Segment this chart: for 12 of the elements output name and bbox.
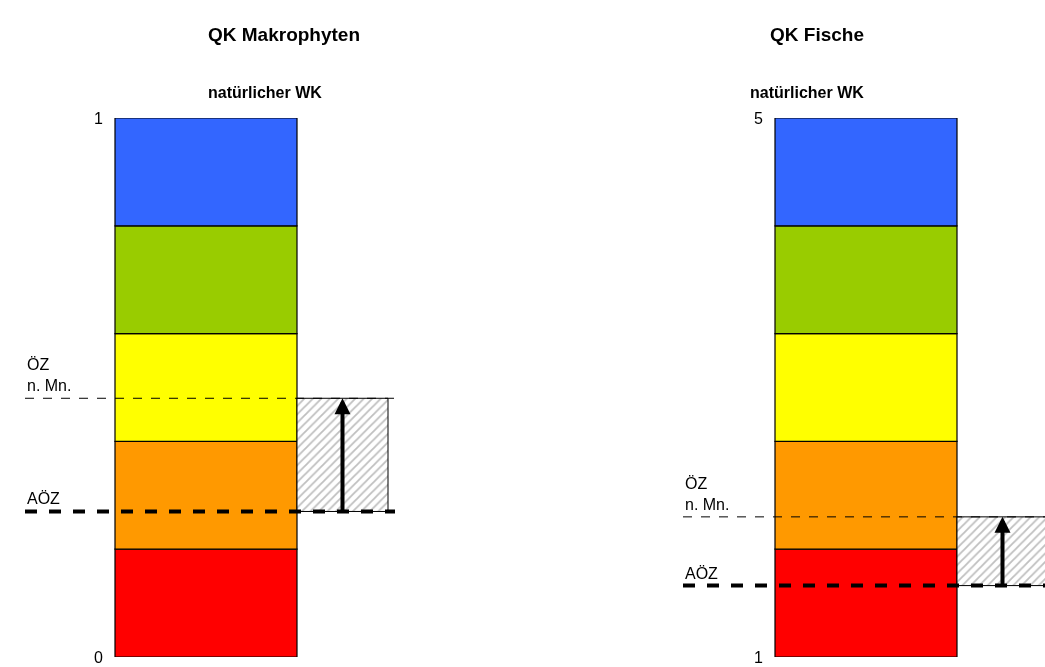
ref-line-label: ÖZ n. Mn. [27,356,72,394]
y-tick-label: 1 [754,648,764,666]
ref-line-label: AÖZ [27,490,61,507]
y-tick-label: 1 [94,109,104,127]
y-tick-label: 5 [754,109,764,127]
ref-line-label: AÖZ [685,565,719,582]
chart-title: QK Makrophyten [208,24,361,45]
chart-subtitle: natürlicher WK [750,84,865,101]
y-tick-label: 0 [94,648,104,666]
chart-title: QK Fische [770,24,864,45]
chart-subtitle: natürlicher WK [208,84,323,101]
ref-line-label: ÖZ n. Mn. [685,475,730,513]
